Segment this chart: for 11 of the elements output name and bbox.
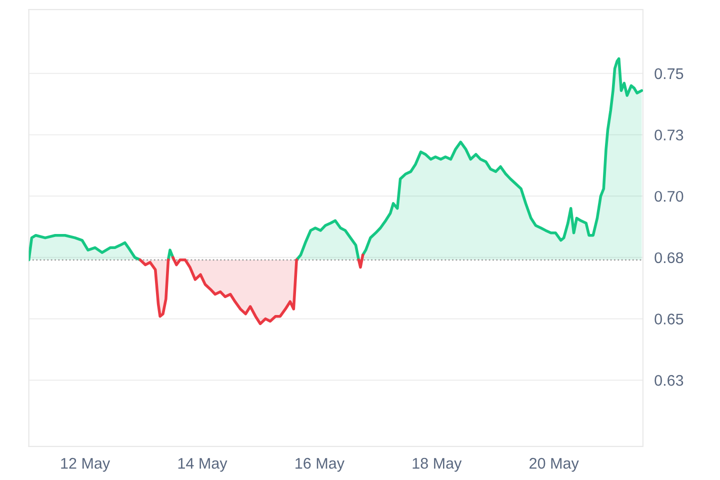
y-tick-label: 0.65	[654, 314, 684, 324]
y-tick-label: 0.75	[654, 68, 684, 80]
y-tick-label: 0.63	[654, 375, 684, 386]
x-tick-label: 12 May	[61, 458, 110, 472]
x-tick-label: 20 May	[530, 458, 579, 472]
y-tick-label: 0.70	[654, 190, 684, 202]
x-tick-label: 14 May	[178, 458, 228, 472]
x-tick-label: 18 May	[412, 458, 462, 472]
y-tick-label: 0.73	[654, 130, 684, 140]
y-tick-label: 0.68	[654, 252, 684, 264]
x-tick-label: 16 May	[296, 458, 344, 472]
